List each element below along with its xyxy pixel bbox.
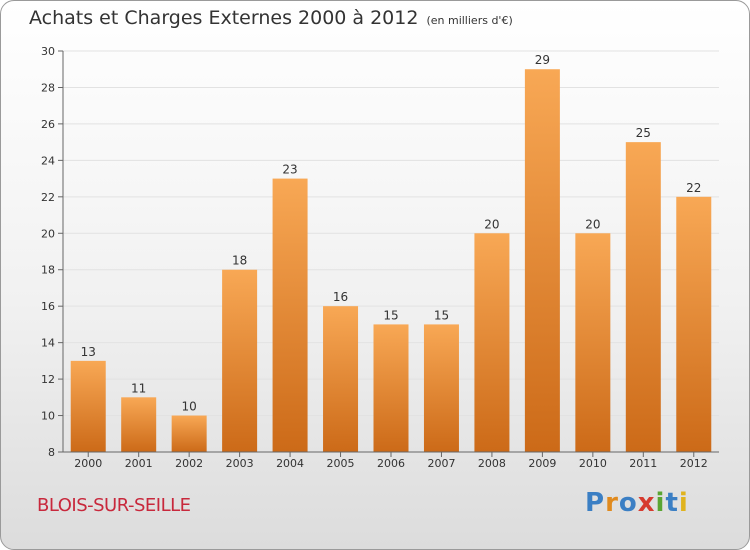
- y-tick-label: 14: [41, 337, 55, 350]
- bar: [373, 324, 409, 452]
- chart-title: Achats et Charges Externes 2000 à 2012 (e…: [29, 7, 513, 29]
- location-name: BLOIS-SUR-SEILLE: [37, 495, 191, 516]
- bar: [676, 196, 712, 452]
- x-tick-label: 2002: [175, 457, 203, 470]
- y-tick-label: 20: [41, 227, 55, 240]
- data-label: 11: [131, 381, 146, 395]
- y-tick-label: 16: [41, 300, 55, 313]
- x-tick-label: 2012: [680, 457, 708, 470]
- logo-letter: r: [605, 488, 619, 518]
- x-tick-label: 2007: [427, 457, 455, 470]
- y-tick-label: 24: [41, 154, 55, 167]
- data-label: 16: [333, 290, 348, 304]
- y-tick-label: 22: [41, 191, 55, 204]
- logo-letter: i: [678, 488, 689, 518]
- logo-letter: o: [618, 488, 638, 518]
- chart-title-unit: (en milliers d'€): [426, 14, 513, 27]
- data-label: 20: [585, 217, 600, 231]
- x-tick-label: 2003: [226, 457, 254, 470]
- chart-title-main: Achats et Charges Externes 2000 à 2012: [29, 7, 419, 29]
- x-tick-label: 2006: [377, 457, 405, 470]
- logo-letter: P: [585, 488, 606, 518]
- y-tick-label: 28: [41, 81, 55, 94]
- y-tick-label: 30: [41, 45, 55, 58]
- logo-letter: t: [665, 488, 679, 518]
- x-tick-label: 2004: [276, 457, 304, 470]
- bar: [171, 415, 207, 452]
- bar: [423, 324, 459, 452]
- data-label: 10: [182, 400, 197, 414]
- bar: [70, 360, 106, 452]
- y-tick-label: 26: [41, 118, 55, 131]
- logo-letter: x: [637, 488, 656, 518]
- bar: [625, 142, 661, 453]
- data-label: 25: [636, 126, 651, 140]
- logo-letter: i: [655, 488, 666, 518]
- y-tick-label: 10: [41, 410, 55, 423]
- x-tick-label: 2000: [74, 457, 102, 470]
- data-label: 20: [484, 217, 499, 231]
- bar: [121, 397, 157, 452]
- data-label: 15: [383, 308, 398, 322]
- bar: [524, 69, 560, 453]
- bar: [222, 269, 258, 452]
- bar: [323, 306, 359, 452]
- x-tick-label: 2001: [125, 457, 153, 470]
- y-tick-label: 8: [48, 446, 55, 459]
- data-label: 29: [535, 53, 550, 67]
- proxiti-logo[interactable]: Proxiti: [585, 488, 689, 518]
- y-tick-label: 12: [41, 373, 55, 386]
- data-label: 15: [434, 308, 449, 322]
- data-label: 22: [686, 181, 701, 195]
- bar: [575, 233, 611, 452]
- x-tick-label: 2011: [629, 457, 657, 470]
- data-label: 13: [81, 345, 96, 359]
- bar: [474, 233, 510, 452]
- bar: [272, 178, 308, 452]
- x-tick-label: 2005: [327, 457, 355, 470]
- data-label: 23: [282, 163, 297, 177]
- data-label: 18: [232, 254, 247, 268]
- x-tick-label: 2009: [528, 457, 556, 470]
- y-tick-label: 18: [41, 264, 55, 277]
- x-tick-label: 2010: [579, 457, 607, 470]
- x-tick-label: 2008: [478, 457, 506, 470]
